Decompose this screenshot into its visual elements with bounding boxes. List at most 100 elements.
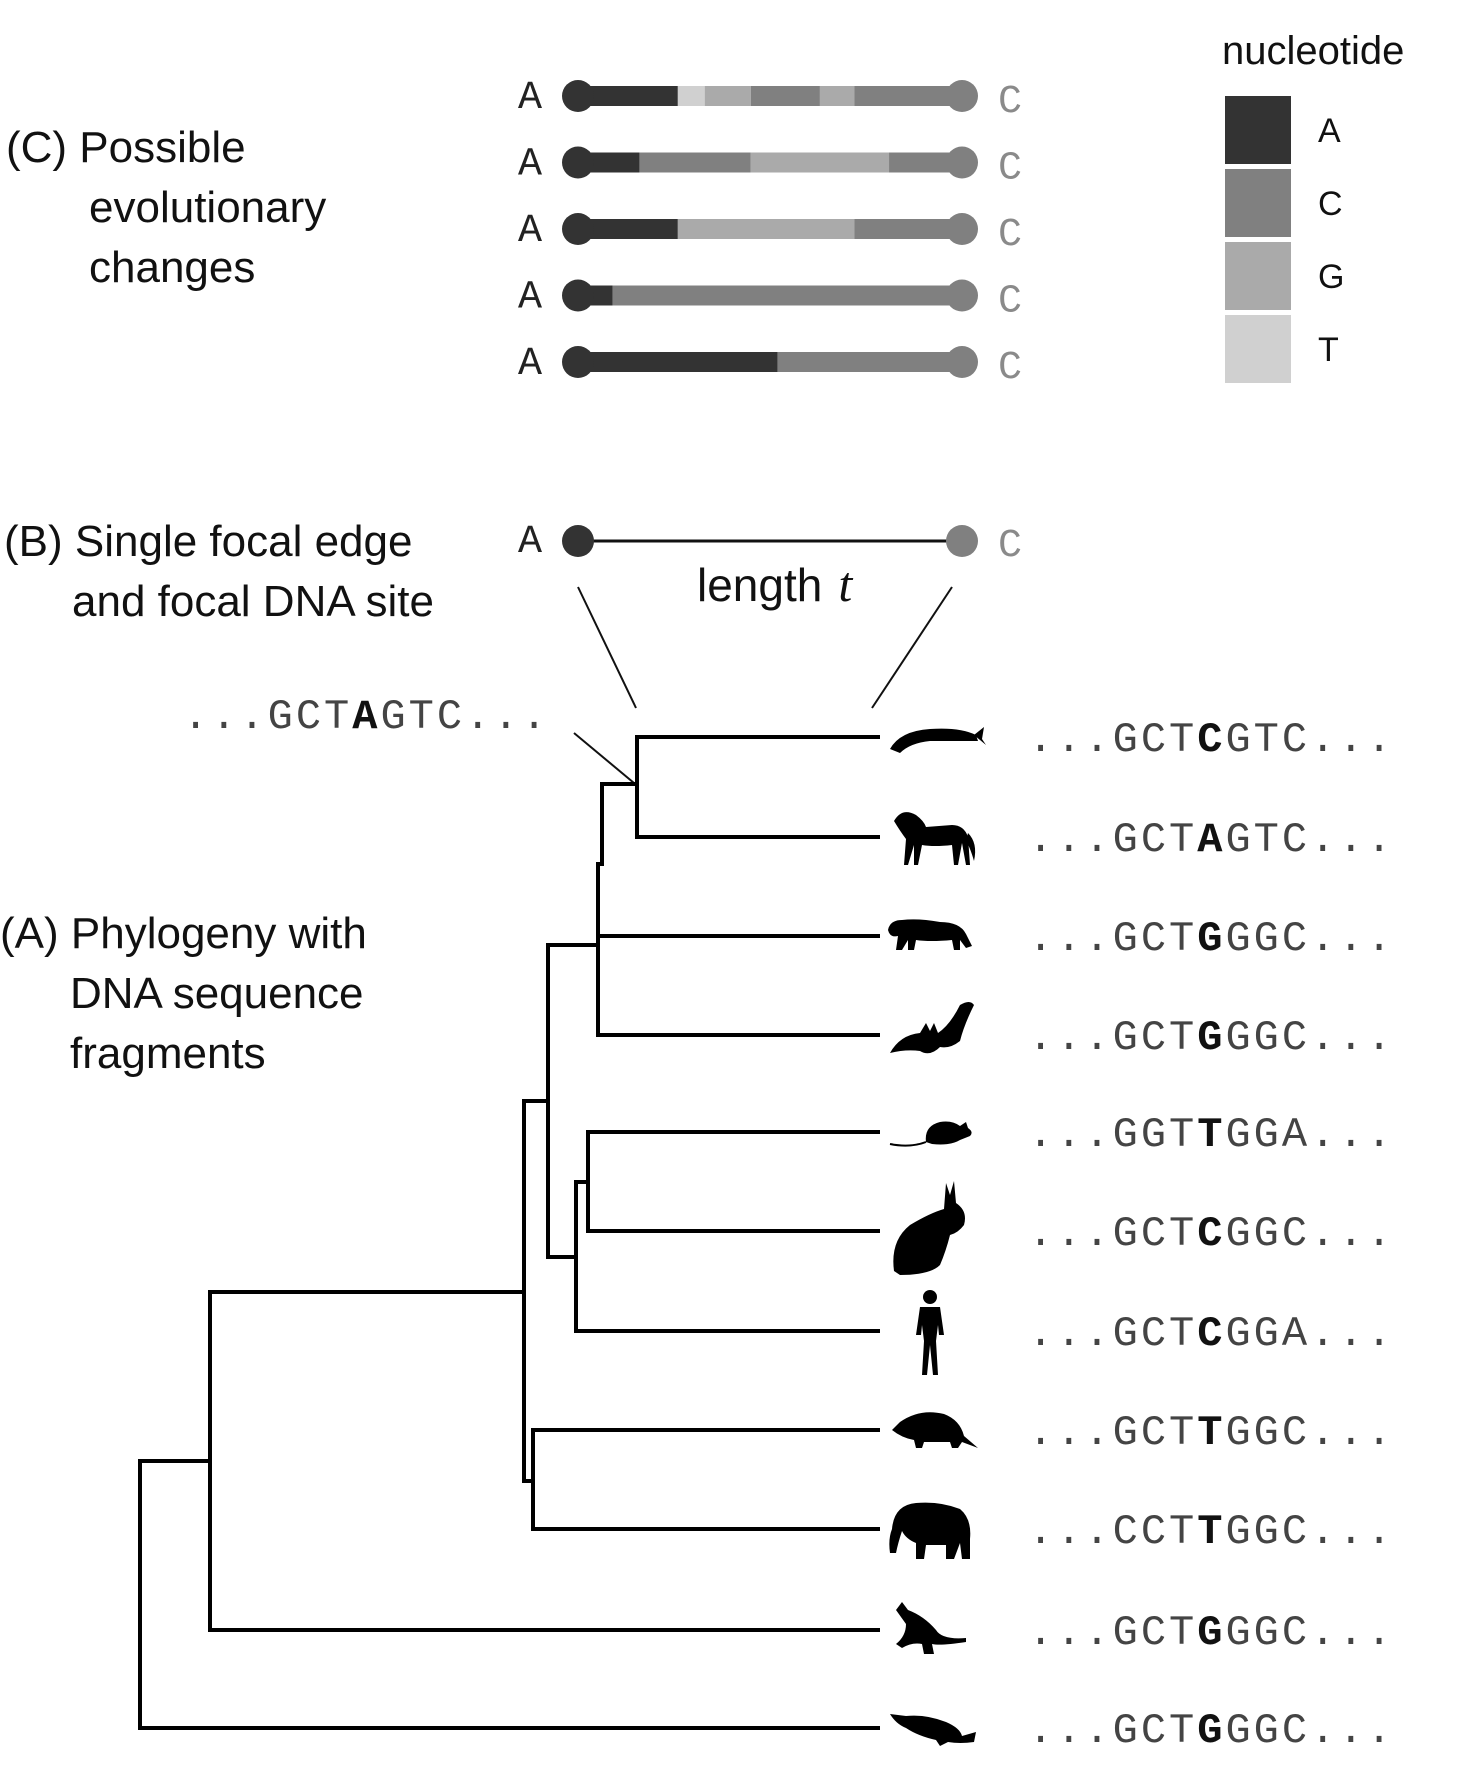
human-icon xyxy=(916,1290,944,1375)
tip-sequence-kangaroo: ...GCTGGGC... xyxy=(1028,1609,1395,1657)
panel-a-title-line-3: fragments xyxy=(70,1029,266,1078)
tip-seq-suffix: GTC... xyxy=(1225,816,1394,864)
path-start-node xyxy=(562,146,594,179)
focal-edge-start-base: A xyxy=(518,520,542,565)
tip-seq-focal: C xyxy=(1197,1210,1225,1258)
path-segment-c xyxy=(889,152,962,173)
focal-edge-start-node xyxy=(562,525,594,557)
ancestor-seq-prefix: ...GCT xyxy=(183,693,352,741)
tip-sequence-rabbit: ...GCTCGGC... xyxy=(1028,1210,1395,1258)
tip-seq-prefix: ...GCT xyxy=(1028,1310,1197,1358)
tip-seq-focal: T xyxy=(1197,1508,1225,1556)
legend-swatch-a xyxy=(1225,96,1291,164)
tip-seq-prefix: ...CCT xyxy=(1028,1508,1197,1556)
tip-seq-suffix: GGC... xyxy=(1225,1707,1394,1755)
tip-sequence-elephant: ...CCTTGGC... xyxy=(1028,1508,1395,1556)
tip-seq-focal: G xyxy=(1197,1609,1225,1657)
path-segment-a xyxy=(578,352,778,372)
panel-c-title-line-2: evolutionary xyxy=(89,183,326,232)
path-segment-c xyxy=(639,152,751,173)
tip-seq-focal: T xyxy=(1197,1409,1225,1457)
path-start-base: A xyxy=(518,276,542,321)
tip-sequence-bear: ...GCTGGGC... xyxy=(1028,915,1395,963)
path-start-base: A xyxy=(518,209,542,254)
panel-a-title-line-1: (A) Phylogeny with xyxy=(0,909,367,958)
rabbit-icon xyxy=(893,1181,965,1275)
tip-seq-focal: G xyxy=(1197,1707,1225,1755)
bear-icon xyxy=(888,919,972,950)
focal-edge-end-node xyxy=(946,525,978,557)
tip-seq-suffix: GTC... xyxy=(1225,716,1394,764)
tip-seq-focal: G xyxy=(1197,1014,1225,1062)
armadillo-icon xyxy=(892,1412,978,1448)
evolution-paths: A CA CA CA CA C xyxy=(518,76,1022,391)
ancestor-pointer xyxy=(573,732,635,784)
legend-label-c: C xyxy=(1318,185,1343,223)
path-end-node xyxy=(946,346,978,378)
mouse-icon xyxy=(889,1121,972,1147)
panel-b-title-line-2: and focal DNA site xyxy=(72,577,434,626)
tip-seq-prefix: ...GCT xyxy=(1028,716,1197,764)
tip-seq-prefix: ...GCT xyxy=(1028,1210,1197,1258)
path-end-node xyxy=(946,80,978,112)
kangaroo-icon xyxy=(896,1602,966,1654)
focal-edge-end-base: C xyxy=(998,524,1022,569)
path-end-base: C xyxy=(998,280,1022,325)
path-start-base: A xyxy=(518,76,542,121)
tip-seq-prefix: ...GCT xyxy=(1028,1409,1197,1457)
ancestor-sequence: ...GCTAGTC... xyxy=(183,693,550,741)
tip-seq-prefix: ...GCT xyxy=(1028,1707,1197,1755)
path-segment-a xyxy=(578,86,678,106)
legend-swatch-c xyxy=(1225,169,1291,237)
path-segment-c xyxy=(750,86,820,106)
tip-seq-prefix: ...GCT xyxy=(1028,1014,1197,1062)
path-segment-g xyxy=(750,152,890,173)
ancestor-seq-suffix: GTC... xyxy=(380,693,549,741)
tip-seq-focal: C xyxy=(1197,1310,1225,1358)
path-segment-c xyxy=(854,219,962,239)
tip-seq-suffix: GGA... xyxy=(1225,1111,1394,1159)
length-variable: t xyxy=(838,556,853,612)
path-start-node xyxy=(562,80,594,112)
tip-seq-focal: C xyxy=(1197,716,1225,764)
legend-swatch-t xyxy=(1225,315,1291,383)
length-word: length xyxy=(697,559,822,611)
tip-seq-focal: T xyxy=(1197,1111,1225,1159)
path-end-node xyxy=(946,146,978,179)
panel-c-title-line-1: (C) Possible xyxy=(6,123,246,172)
platypus-icon xyxy=(890,1714,976,1746)
panel-b-title-line-1: (B) Single focal edge xyxy=(4,517,412,566)
tip-sequence-platypus: ...GCTGGGC... xyxy=(1028,1707,1395,1755)
tip-sequence-bat: ...GCTGGGC... xyxy=(1028,1014,1395,1062)
tip-seq-prefix: ...GCT xyxy=(1028,915,1197,963)
path-end-base: C xyxy=(998,147,1022,192)
tip-seq-suffix: GGC... xyxy=(1225,1609,1394,1657)
tip-sequence-armadillo: ...GCTTGGC... xyxy=(1028,1409,1395,1457)
horse-icon xyxy=(894,812,976,865)
path-segment-a xyxy=(578,219,678,239)
legend-label-a: A xyxy=(1318,112,1341,150)
whale-icon xyxy=(890,727,986,753)
legend-swatch-g xyxy=(1225,242,1291,310)
path-end-base: C xyxy=(998,346,1022,391)
tip-seq-suffix: GGC... xyxy=(1225,1409,1394,1457)
path-segment-t xyxy=(677,86,705,106)
zoom-connector-right xyxy=(871,586,953,709)
tip-seq-suffix: GGC... xyxy=(1225,915,1394,963)
tip-seq-suffix: GGC... xyxy=(1225,1210,1394,1258)
focal-edge-length-label: length t xyxy=(697,556,853,612)
zoom-connector-left xyxy=(577,586,637,709)
tip-sequences: ...GCTCGTC......GCTAGTC......GCTGGGC....… xyxy=(1028,716,1395,1755)
path-start-node xyxy=(562,346,594,378)
panel-a-title-line-2: DNA sequence xyxy=(70,969,364,1018)
path-start-node xyxy=(562,279,594,312)
path-segment-c xyxy=(777,352,962,372)
elephant-icon xyxy=(889,1502,971,1559)
path-segment-c xyxy=(854,86,962,106)
tip-seq-suffix: GGC... xyxy=(1225,1014,1394,1062)
